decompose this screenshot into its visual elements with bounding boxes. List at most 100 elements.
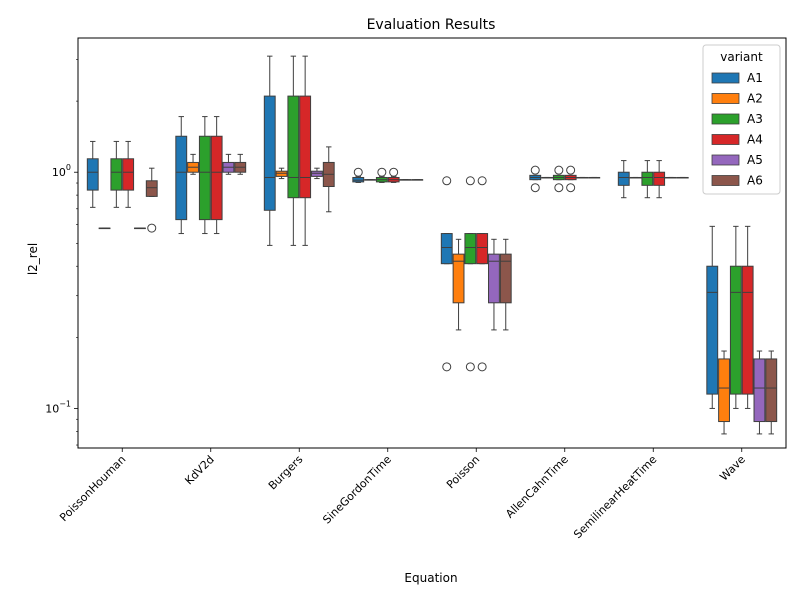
- box-A6-Poisson: [499, 238, 512, 331]
- legend-swatch: [711, 93, 740, 104]
- legend-title: variant: [720, 50, 763, 64]
- box-A1-Poisson: [440, 176, 453, 372]
- outlier-point: [566, 183, 576, 193]
- box-A1-SineGordonTime: [352, 167, 365, 183]
- box-A4-Burgers: [299, 55, 312, 246]
- box-A2-AllenCahnTime: [541, 176, 553, 179]
- outlier-point: [465, 362, 475, 372]
- box-A1-PoissonHouman: [86, 140, 99, 208]
- outlier-point: [530, 183, 540, 193]
- box-A5-Burgers: [311, 167, 323, 180]
- outlier-point: [442, 176, 452, 186]
- box-body: [198, 135, 211, 221]
- box-body: [210, 135, 223, 221]
- box-body: [299, 95, 312, 199]
- box-A6-SemilinearHeatTime: [676, 176, 689, 179]
- box-A3-KdV2d: [198, 116, 211, 235]
- box-A2-SemilinearHeatTime: [629, 176, 642, 179]
- box-body: [275, 170, 288, 177]
- outlier-point: [389, 167, 399, 177]
- legend-label: A5: [747, 153, 763, 167]
- box-A5-PoissonHouman: [134, 227, 146, 230]
- box-body: [718, 358, 730, 423]
- box-A6-Burgers: [322, 146, 335, 213]
- box-A3-SineGordonTime: [375, 167, 388, 183]
- box-A2-PoissonHouman: [98, 227, 111, 230]
- outlier-point: [554, 165, 564, 175]
- box-A5-SemilinearHeatTime: [665, 176, 677, 179]
- box-A2-Poisson: [452, 238, 465, 331]
- legend-label: A3: [747, 112, 763, 126]
- box-body: [729, 265, 742, 395]
- axes-frame: [77, 37, 787, 449]
- legend: variant A1 A2 A3 A4 A5 A6: [702, 44, 781, 195]
- outlier-point: [353, 167, 363, 177]
- box-body: [464, 233, 477, 265]
- box-body: [641, 171, 654, 186]
- box-A4-SineGordonTime: [387, 167, 400, 183]
- box-A4-Wave: [741, 225, 754, 409]
- box-body: [86, 158, 99, 191]
- box-body: [741, 265, 754, 395]
- box-A4-Poisson: [476, 176, 489, 372]
- legend-label: A6: [747, 174, 763, 188]
- box-A1-Burgers: [263, 55, 276, 246]
- outlier-point: [530, 165, 540, 175]
- box-body: [110, 158, 123, 191]
- box-body: [499, 253, 512, 304]
- box-body: [653, 171, 666, 186]
- box-body: [122, 158, 135, 191]
- outlier-point: [442, 362, 452, 372]
- legend-label: A1: [747, 71, 763, 85]
- box-A3-Wave: [729, 225, 742, 409]
- box-A2-Burgers: [275, 167, 288, 180]
- box-body: [311, 170, 323, 177]
- box-A4-PoissonHouman: [122, 140, 135, 208]
- box-body: [765, 358, 778, 423]
- box-body: [352, 176, 365, 183]
- legend-label: A4: [747, 133, 763, 147]
- y-tick-label: 10−1: [45, 399, 71, 415]
- box-A5-Poisson: [488, 238, 500, 331]
- legend-swatch: [711, 175, 740, 186]
- box-body: [452, 253, 465, 304]
- box-A6-AllenCahnTime: [588, 176, 601, 179]
- outlier-point: [147, 223, 157, 233]
- box-A1-AllenCahnTime: [529, 165, 542, 193]
- legend-swatch: [711, 134, 740, 145]
- outlier-point: [377, 167, 387, 177]
- box-A5-SineGordonTime: [399, 179, 412, 181]
- outlier-point: [554, 183, 564, 193]
- box-body: [488, 253, 500, 304]
- legend-swatch: [711, 154, 740, 166]
- box-A2-SineGordonTime: [364, 179, 376, 181]
- legend-label: A2: [747, 92, 763, 106]
- box-A4-AllenCahnTime: [564, 165, 577, 193]
- box-body: [440, 233, 453, 265]
- box-A4-KdV2d: [210, 116, 223, 235]
- y-tick-label: 100: [52, 163, 71, 179]
- y-axis-label: l2_rel: [26, 243, 40, 275]
- chart-title: Evaluation Results: [367, 17, 496, 33]
- box-body: [706, 265, 719, 395]
- box-A6-PoissonHouman: [145, 167, 158, 233]
- box-body: [145, 180, 158, 197]
- box-body: [476, 233, 489, 265]
- box-A1-KdV2d: [175, 116, 188, 235]
- x-axis-label: Equation: [404, 571, 457, 585]
- box-A3-SemilinearHeatTime: [641, 160, 654, 199]
- box-A1-Wave: [706, 225, 719, 409]
- box-body: [287, 95, 300, 199]
- legend-swatch: [711, 113, 740, 125]
- box-body: [617, 171, 630, 186]
- outlier-point: [465, 176, 475, 186]
- box-A1-SemilinearHeatTime: [617, 160, 630, 199]
- legend-swatch: [711, 72, 740, 84]
- box-body: [263, 95, 276, 211]
- box-A3-AllenCahnTime: [552, 165, 565, 193]
- box-A2-KdV2d: [187, 153, 199, 175]
- box-A5-AllenCahnTime: [576, 176, 589, 179]
- box-A6-KdV2d: [234, 153, 247, 175]
